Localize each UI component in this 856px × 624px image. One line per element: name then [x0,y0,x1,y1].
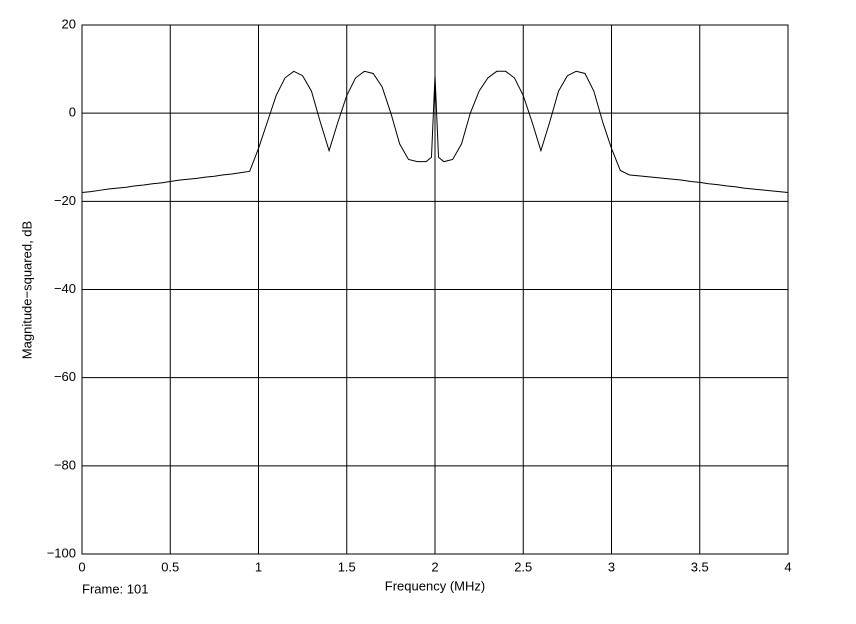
x-tick-label: 1.5 [338,559,356,574]
y-tick-label: 20 [62,16,76,31]
y-axis-label: Magnitude−squared, dB [19,221,34,359]
x-tick-label: 0 [78,559,85,574]
y-tick-label: −60 [54,369,76,384]
annotation: Frame: 101 [82,581,148,596]
y-tick-label: 0 [69,105,76,120]
x-tick-label: 4 [784,559,791,574]
y-tick-label: −100 [47,545,76,560]
x-tick-label: 3.5 [691,559,709,574]
y-tick-label: −80 [54,457,76,472]
x-tick-label: 1 [255,559,262,574]
x-tick-label: 2 [431,559,438,574]
y-tick-label: −20 [54,193,76,208]
x-tick-label: 3 [608,559,615,574]
x-tick-label: 0.5 [161,559,179,574]
line-series [81,70,789,194]
x-axis-label: Frequency (MHz) [385,578,485,593]
x-tick-label: 2.5 [514,559,532,574]
y-tick-label: −40 [54,281,76,296]
